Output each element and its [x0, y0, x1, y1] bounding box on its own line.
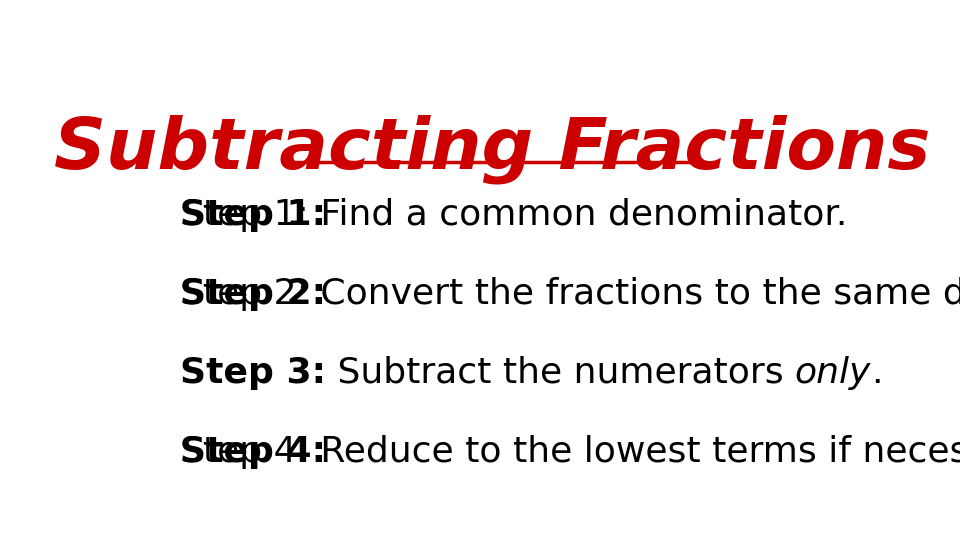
Text: only: only — [795, 356, 871, 390]
Text: Step 2: Convert the fractions to the same denominator.: Step 2: Convert the fractions to the sam… — [180, 277, 960, 311]
Text: Step 4: Reduce to the lowest terms if necessary.: Step 4: Reduce to the lowest terms if ne… — [180, 435, 960, 469]
Text: Subtract the numerators: Subtract the numerators — [325, 356, 795, 390]
Text: Step 1: Find a common denominator.: Step 1: Find a common denominator. — [180, 198, 847, 232]
Text: Subtracting Fractions: Subtracting Fractions — [54, 114, 930, 184]
Text: Step 1:: Step 1: — [180, 198, 325, 232]
Text: Step 4:: Step 4: — [180, 435, 325, 469]
Text: Step 3:: Step 3: — [180, 356, 325, 390]
Text: Step 2:: Step 2: — [180, 277, 325, 311]
Text: .: . — [871, 356, 882, 390]
